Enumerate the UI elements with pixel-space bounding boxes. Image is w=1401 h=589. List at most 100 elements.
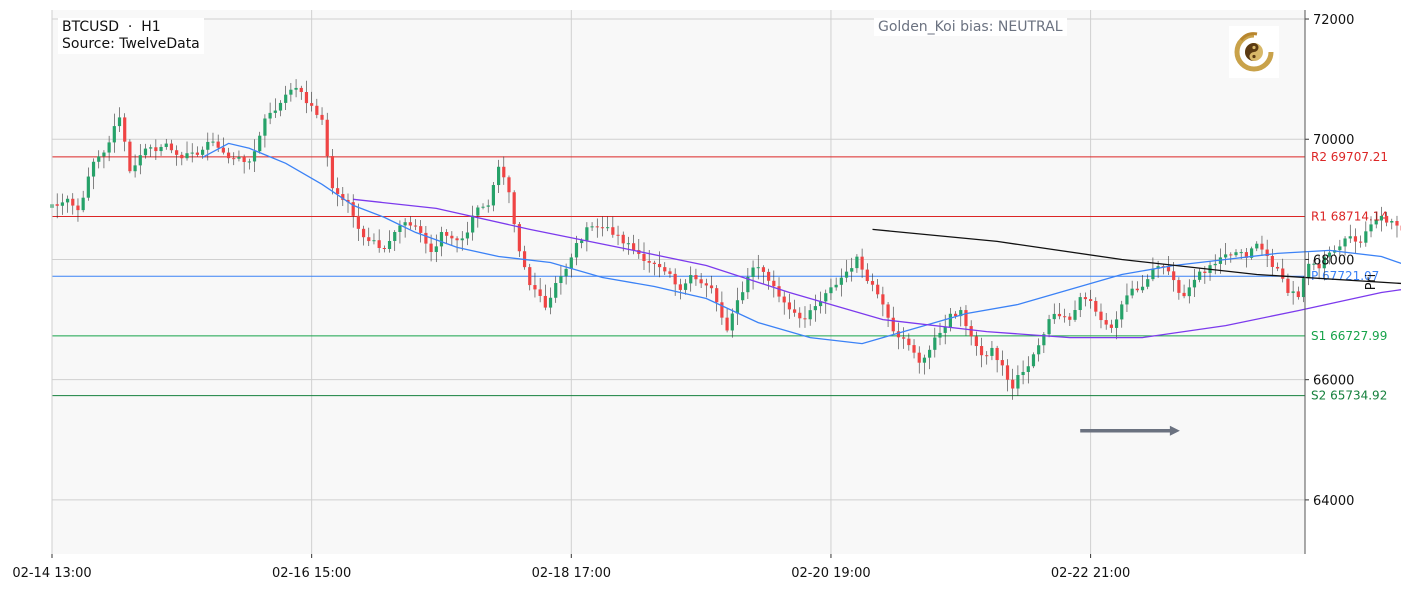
candle-up bbox=[1192, 279, 1197, 288]
symbol-timeframe-label: BTCUSD · H1 bbox=[62, 19, 161, 35]
candle-down bbox=[226, 152, 231, 159]
candle-down bbox=[304, 92, 309, 104]
candle-up bbox=[1312, 263, 1316, 265]
candle-up bbox=[1120, 304, 1124, 320]
candle-down bbox=[512, 192, 516, 225]
candle-up bbox=[200, 149, 205, 155]
candle-up bbox=[818, 301, 823, 307]
candle-up bbox=[294, 87, 298, 90]
candle-up bbox=[91, 161, 96, 177]
candle-up bbox=[273, 110, 277, 113]
candle-down bbox=[169, 143, 174, 151]
candle-down bbox=[1203, 271, 1207, 273]
pivot-levels: R2 69707.21 R1 68714.14 P 67721.07 S1 66727… bbox=[52, 150, 1388, 403]
candle-down bbox=[985, 355, 989, 357]
candle-down bbox=[876, 284, 880, 295]
candle-down bbox=[429, 243, 433, 253]
candle-down bbox=[964, 310, 968, 327]
candle-up bbox=[1037, 345, 1041, 355]
candle-up bbox=[813, 306, 817, 311]
candle-up bbox=[1374, 220, 1378, 225]
candle-down bbox=[1275, 266, 1280, 269]
candle-up bbox=[824, 293, 828, 302]
x-tick-label: 02-18 17:00 bbox=[532, 566, 611, 581]
candle-down bbox=[865, 269, 869, 282]
candle-down bbox=[1083, 297, 1088, 300]
candle-down bbox=[382, 247, 386, 249]
candle-down bbox=[351, 202, 355, 216]
candle-up bbox=[138, 155, 142, 166]
candle-up bbox=[284, 94, 288, 103]
candle-down bbox=[1104, 320, 1108, 325]
candle-up bbox=[585, 227, 589, 241]
candle-up bbox=[237, 156, 241, 159]
candle-up bbox=[741, 292, 745, 301]
candle-down bbox=[792, 309, 797, 313]
candle-up bbox=[829, 287, 833, 294]
candle-down bbox=[1094, 300, 1098, 312]
candle-up bbox=[689, 275, 693, 284]
candle-down bbox=[600, 227, 605, 229]
candle-down bbox=[725, 317, 729, 331]
candle-down bbox=[663, 267, 667, 272]
y-tick-label: 68000 bbox=[1313, 253, 1354, 268]
candle-up bbox=[1078, 297, 1082, 311]
candle-up bbox=[1364, 231, 1368, 243]
candle-up bbox=[278, 102, 283, 111]
candle-down bbox=[1270, 256, 1274, 267]
x-tick-label: 02-22 21:00 bbox=[1051, 566, 1130, 581]
candle-down bbox=[1109, 324, 1113, 328]
candle-down bbox=[450, 235, 454, 239]
candle-up bbox=[471, 215, 475, 233]
candle-up bbox=[948, 313, 952, 327]
candle-down bbox=[1317, 263, 1321, 269]
candle-up bbox=[834, 284, 838, 288]
candle-down bbox=[1395, 221, 1399, 226]
candle-down bbox=[881, 294, 885, 305]
candle-down bbox=[128, 141, 132, 172]
candle-up bbox=[372, 240, 376, 242]
candle-down bbox=[953, 313, 958, 317]
candle-down bbox=[668, 271, 672, 274]
candle-up bbox=[491, 185, 496, 206]
x-tick-label: 02-16 15:00 bbox=[272, 566, 351, 581]
candle-down bbox=[367, 237, 371, 242]
candle-down bbox=[777, 286, 781, 297]
candle-up bbox=[1187, 287, 1191, 297]
candle-up bbox=[1114, 319, 1119, 328]
y-tick-label: 64000 bbox=[1313, 494, 1354, 509]
candle-down bbox=[974, 336, 978, 347]
candle-up bbox=[850, 268, 854, 272]
candle-down bbox=[907, 338, 911, 346]
candle-down bbox=[621, 234, 625, 244]
candle-down bbox=[507, 177, 511, 193]
candle-up bbox=[735, 300, 740, 314]
candle-up bbox=[159, 146, 163, 152]
candle-up bbox=[289, 89, 293, 95]
candle-down bbox=[1177, 280, 1181, 293]
y-tick-label: 70000 bbox=[1313, 133, 1354, 148]
level-label-r1: R1 68714.14 bbox=[1311, 210, 1388, 224]
candle-down bbox=[699, 279, 703, 284]
forecast-arrow-head bbox=[1169, 425, 1180, 436]
candle-down bbox=[232, 158, 236, 160]
candle-down bbox=[377, 240, 381, 248]
series-line-ema_slow bbox=[353, 198, 1401, 339]
symbol-info-box: BTCUSD · H1 Source: TwelveData bbox=[58, 18, 204, 54]
candle-up bbox=[258, 135, 262, 152]
candle-down bbox=[408, 222, 412, 226]
candle-up bbox=[943, 326, 947, 333]
candle-up bbox=[548, 297, 553, 308]
candle-down bbox=[787, 302, 792, 310]
candle-down bbox=[445, 232, 449, 236]
candle-up bbox=[190, 152, 194, 154]
candle-up bbox=[86, 176, 90, 198]
candle-down bbox=[517, 224, 521, 252]
candle-up bbox=[756, 267, 760, 269]
candle-up bbox=[211, 141, 215, 143]
candle-up bbox=[102, 152, 106, 157]
candle-down bbox=[325, 119, 329, 157]
candle-up bbox=[206, 141, 210, 150]
candle-down bbox=[647, 260, 651, 263]
candle-down bbox=[455, 238, 459, 241]
